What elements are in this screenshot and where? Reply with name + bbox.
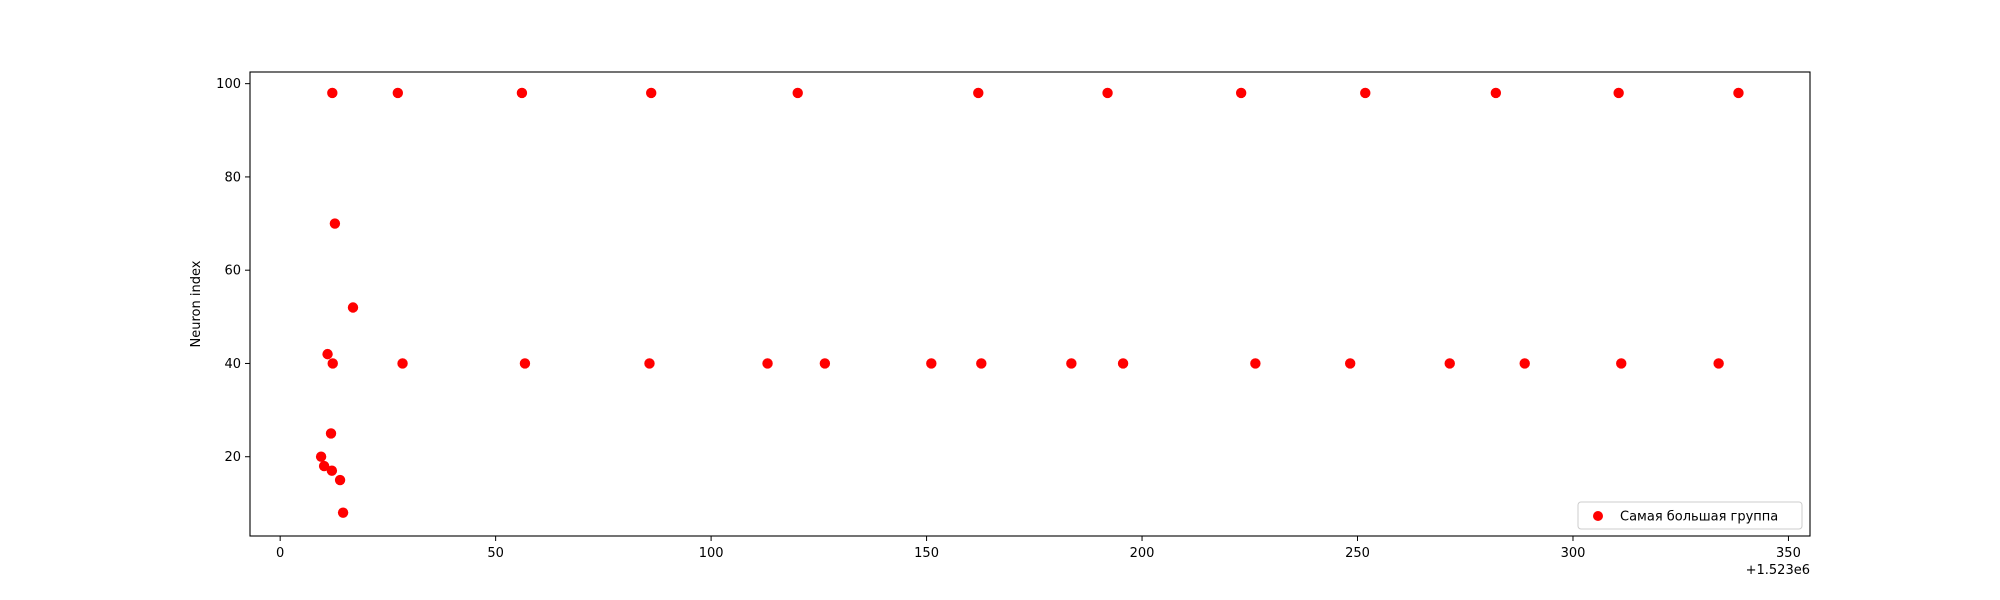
y-tick-label: 20 bbox=[224, 450, 241, 465]
data-point bbox=[1066, 358, 1077, 369]
y-tick-label: 60 bbox=[224, 264, 241, 279]
data-point bbox=[762, 358, 773, 369]
x-tick-label: 0 bbox=[276, 546, 284, 561]
x-tick-label: 250 bbox=[1345, 546, 1370, 561]
data-point bbox=[1613, 87, 1624, 99]
legend: Самая большая группа bbox=[1577, 501, 1803, 530]
data-point bbox=[1616, 358, 1627, 369]
data-point bbox=[1250, 358, 1261, 369]
x-tick-label: 100 bbox=[699, 546, 724, 561]
x-tick-label: 300 bbox=[1561, 546, 1586, 561]
x-axis: 0 50 100 150 200 250 300 350 bbox=[276, 536, 1801, 561]
y-tick-label: 80 bbox=[224, 170, 241, 185]
data-point bbox=[1102, 87, 1113, 99]
x-axis-offset-label: +1.523e6 bbox=[1746, 563, 1810, 578]
data-point bbox=[646, 87, 657, 99]
data-point bbox=[327, 358, 338, 369]
legend-marker bbox=[1593, 511, 1603, 521]
y-tick-label: 100 bbox=[216, 77, 241, 92]
plot-area-frame bbox=[249, 71, 1811, 537]
data-point bbox=[1117, 358, 1129, 369]
data-point bbox=[516, 87, 528, 99]
data-point bbox=[392, 87, 404, 99]
data-point bbox=[329, 218, 341, 229]
data-point bbox=[819, 358, 831, 369]
data-point bbox=[337, 507, 349, 518]
data-point bbox=[326, 465, 338, 476]
data-point bbox=[318, 460, 330, 472]
data-point bbox=[397, 358, 408, 369]
data-point bbox=[926, 358, 937, 369]
legend-label: Самая большая группа bbox=[1620, 510, 1778, 525]
data-point bbox=[792, 87, 803, 99]
data-point bbox=[1344, 358, 1356, 369]
data-point bbox=[1519, 358, 1530, 369]
data-point bbox=[325, 428, 337, 439]
data-point bbox=[1444, 358, 1455, 369]
data-point bbox=[644, 358, 655, 369]
data-point bbox=[322, 348, 333, 360]
data-point bbox=[1360, 87, 1371, 99]
data-point bbox=[1713, 358, 1724, 369]
data-point bbox=[519, 358, 531, 369]
x-tick-label: 150 bbox=[914, 546, 939, 561]
y-axis-label: Neuron index bbox=[189, 260, 204, 347]
data-point bbox=[347, 302, 359, 313]
plot-points bbox=[315, 87, 1744, 518]
legend-box bbox=[1577, 501, 1803, 530]
data-point bbox=[1490, 87, 1502, 99]
x-tick-label: 200 bbox=[1130, 546, 1155, 561]
y-tick-label: 40 bbox=[224, 357, 241, 372]
x-tick-label: 50 bbox=[487, 546, 504, 561]
data-point bbox=[1235, 87, 1247, 99]
data-point bbox=[976, 358, 987, 369]
data-point bbox=[327, 87, 338, 99]
y-axis: 20 40 60 80 100 bbox=[216, 77, 250, 465]
data-point bbox=[1733, 87, 1744, 99]
x-tick-label: 350 bbox=[1776, 546, 1801, 561]
data-point bbox=[334, 474, 346, 486]
data-point bbox=[973, 87, 984, 99]
data-point bbox=[315, 451, 327, 462]
